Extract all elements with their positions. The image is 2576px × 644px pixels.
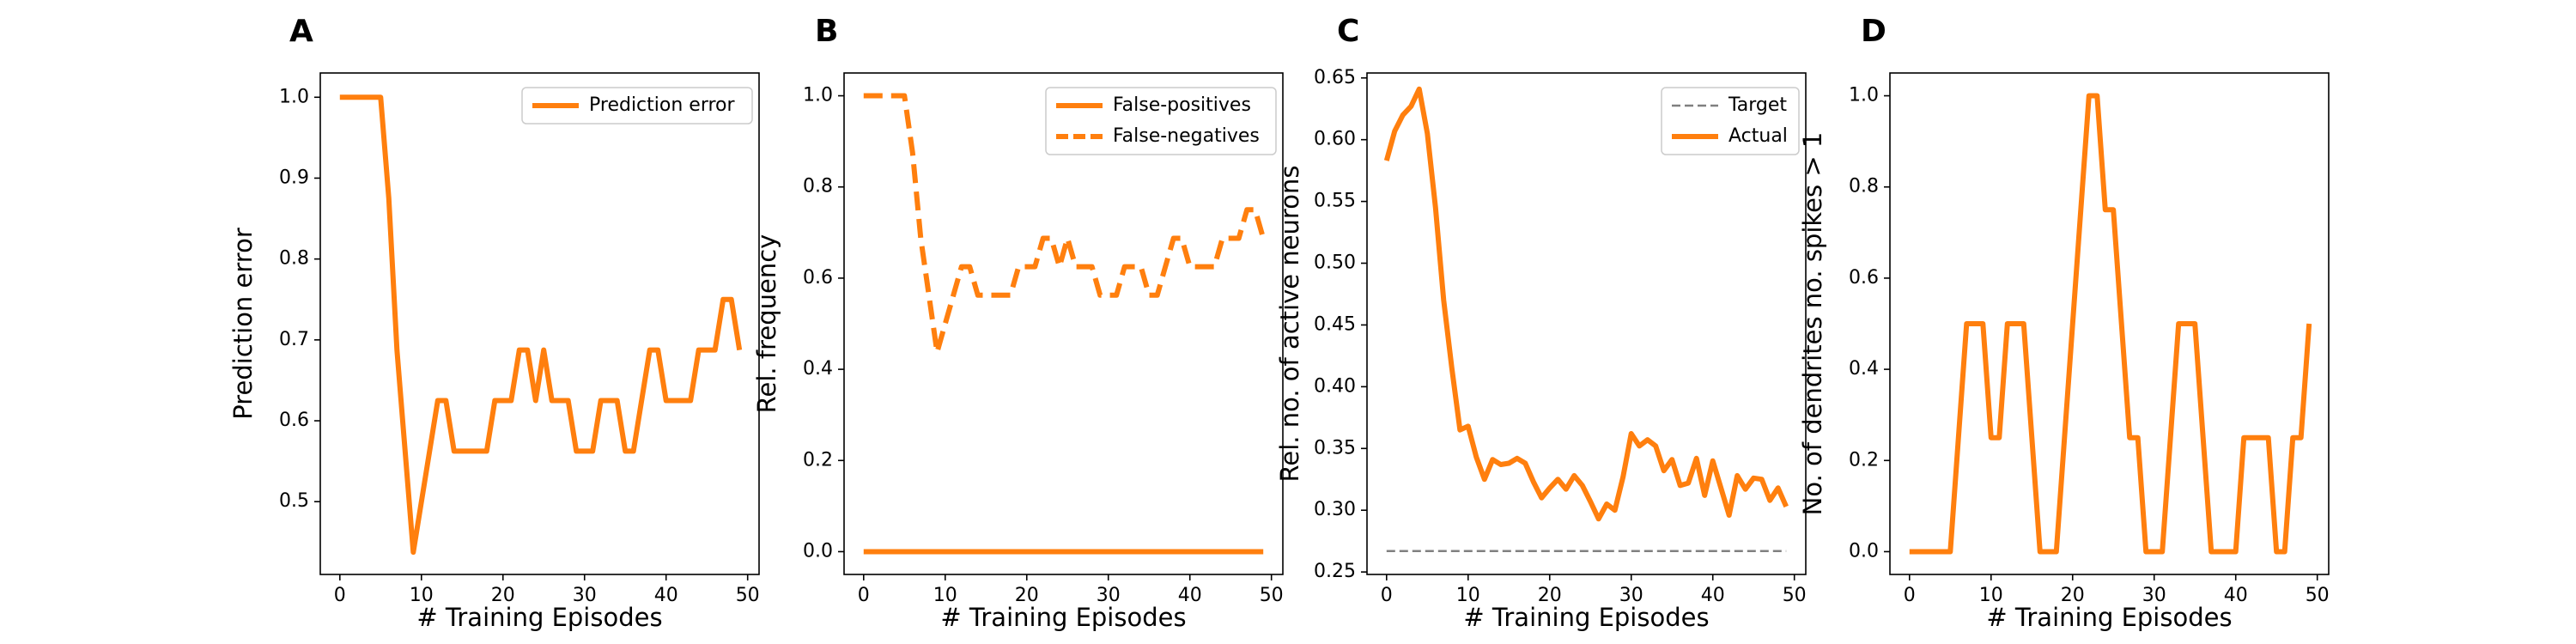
x-tick-label: 50 xyxy=(736,585,760,606)
panel-label: A xyxy=(289,14,313,49)
series-line xyxy=(863,93,1267,355)
y-tick-label: 0.7 xyxy=(279,329,309,350)
chart-panel-c: C 0 10 20 30 40 50 0.25 0.30 0.35 0.40 0.45 0.50 0.55… xyxy=(1275,14,1807,632)
panel-label: D xyxy=(1861,14,1886,49)
y-axis-label: Rel. frequency xyxy=(752,234,781,414)
y-tick-label: 0.35 xyxy=(1314,437,1356,459)
legend-label: Target xyxy=(1728,94,1787,116)
series-line xyxy=(1909,93,2312,555)
y-tick-label: 0.5 xyxy=(279,490,309,512)
x-axis-label: # Training Episodes xyxy=(416,603,662,632)
series-line xyxy=(1383,86,1789,522)
panel-label: B xyxy=(815,14,838,49)
y-tick-label: 0.8 xyxy=(1849,176,1879,197)
y-tick-label: 1.0 xyxy=(279,86,309,107)
x-tick-label: 0 xyxy=(334,585,346,606)
y-tick-label: 0.6 xyxy=(279,410,309,431)
y-tick-label: 0.2 xyxy=(803,449,833,471)
y-tick-label: 0.8 xyxy=(279,248,309,270)
y-tick-label: 1.0 xyxy=(1849,85,1879,106)
x-tick-label: 40 xyxy=(654,585,678,606)
y-tick-label: 0.6 xyxy=(803,267,833,289)
legend-label: False-negatives xyxy=(1113,125,1260,147)
x-tick-label: 10 xyxy=(1979,585,2003,606)
y-tick-label: 0.40 xyxy=(1314,375,1356,397)
y-tick-label: 0.8 xyxy=(803,176,833,197)
x-tick-label: 20 xyxy=(1015,585,1039,606)
y-tick-label: 1.0 xyxy=(803,85,833,106)
y-tick-label: 0.60 xyxy=(1314,129,1356,150)
x-tick-label: 20 xyxy=(2061,585,2085,606)
x-tick-label: 50 xyxy=(1783,585,1807,606)
y-axis-label: Prediction error xyxy=(228,228,258,420)
y-tick-label: 0.25 xyxy=(1314,561,1356,582)
x-tick-label: 10 xyxy=(410,585,434,606)
y-tick-label: 0.0 xyxy=(1849,540,1879,562)
y-tick-label: 0.0 xyxy=(803,540,833,562)
x-tick-label: 40 xyxy=(1701,585,1725,606)
y-tick-label: 0.2 xyxy=(1849,449,1879,471)
axes-frame xyxy=(319,72,760,575)
x-tick-label: 10 xyxy=(1456,585,1480,606)
y-tick-label: 0.9 xyxy=(279,167,309,188)
x-axis-label: # Training Episodes xyxy=(940,603,1186,632)
chart-panel-a: A 0 10 20 30 40 50 0.5 0.6 0.7 0.8 0.9 1.0 # Training… xyxy=(228,14,760,632)
x-tick-label: 30 xyxy=(573,585,597,606)
x-tick-label: 30 xyxy=(2142,585,2166,606)
legend-label: Actual xyxy=(1728,125,1788,147)
x-axis-label: # Training Episodes xyxy=(1463,603,1709,632)
x-tick-label: 10 xyxy=(933,585,957,606)
y-tick-label: 0.4 xyxy=(1849,358,1879,380)
y-tick-label: 0.50 xyxy=(1314,252,1356,274)
series-line xyxy=(339,94,743,556)
legend-box xyxy=(1045,87,1277,155)
y-tick-label: 0.6 xyxy=(1849,267,1879,289)
x-tick-label: 20 xyxy=(491,585,515,606)
panel-label: C xyxy=(1337,14,1359,49)
x-tick-label: 0 xyxy=(858,585,870,606)
y-axis-label: Rel. no. of active neurons xyxy=(1275,166,1304,483)
axes-frame xyxy=(1889,72,2330,575)
x-tick-label: 50 xyxy=(1260,585,1284,606)
x-tick-label: 30 xyxy=(1097,585,1121,606)
x-tick-label: 40 xyxy=(1178,585,1202,606)
x-tick-label: 0 xyxy=(1381,585,1393,606)
x-tick-label: 30 xyxy=(1619,585,1643,606)
legend-box xyxy=(521,87,753,125)
axes-frame xyxy=(843,72,1284,575)
y-tick-label: 0.65 xyxy=(1314,67,1356,88)
axes-frame xyxy=(1366,72,1807,575)
x-tick-label: 50 xyxy=(2306,585,2330,606)
x-tick-label: 40 xyxy=(2224,585,2248,606)
y-tick-label: 0.45 xyxy=(1314,313,1356,335)
x-tick-label: 0 xyxy=(1904,585,1916,606)
x-tick-label: 20 xyxy=(1538,585,1562,606)
legend-label: False-positives xyxy=(1113,94,1251,116)
chart-panel-b: B 0 10 20 30 40 50 0.0 0.2 0.4 0.6 0.8 1.0 # Training… xyxy=(752,14,1284,632)
y-tick-label: 0.4 xyxy=(803,358,833,380)
y-tick-label: 0.55 xyxy=(1314,191,1356,212)
legend: False-positives False-negatives xyxy=(1045,87,1277,155)
x-axis-label: # Training Episodes xyxy=(1986,603,2232,632)
y-axis-label: No. of dendrites no. spikes > 1 xyxy=(1798,132,1827,516)
chart-panel-d: D 0 10 20 30 40 50 0.0 0.2 0.4 0.6 0.8 1.0 # Training… xyxy=(1798,14,2330,632)
y-tick-label: 0.30 xyxy=(1314,499,1356,520)
legend-label: Prediction error xyxy=(589,94,735,116)
legend: Prediction error xyxy=(521,87,753,125)
legend: Target Actual xyxy=(1661,87,1800,155)
